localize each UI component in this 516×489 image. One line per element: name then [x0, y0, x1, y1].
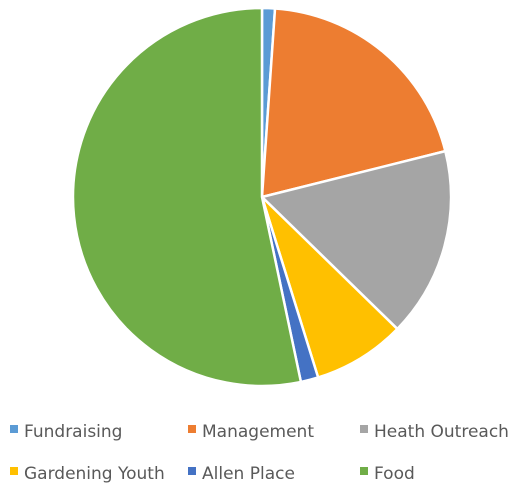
- legend-label-gardening-youth: Gardening Youth: [24, 464, 165, 484]
- legend-swatch-food: [360, 467, 368, 475]
- pie-slice-management: [260, 7, 447, 199]
- legend-swatch-management: [188, 425, 196, 433]
- pie-slice-gardening-youth: [260, 195, 399, 379]
- legend-item-allen-place: Allen Place: [188, 464, 295, 484]
- legend-item-fundraising: Fundraising: [10, 422, 122, 442]
- legend-item-food: Food: [360, 464, 415, 484]
- legend-swatch-gardening-youth: [10, 467, 18, 475]
- legend-label-management: Management: [202, 422, 314, 442]
- legend-label-food: Food: [374, 464, 415, 484]
- legend-swatch-allen-place: [188, 467, 196, 475]
- legend-item-gardening-youth: Gardening Youth: [10, 464, 165, 484]
- legend-swatch-heath-outreach: [360, 425, 368, 433]
- pie-slice-heath-outreach: [260, 149, 453, 331]
- legend-item-heath-outreach: Heath Outreach: [360, 422, 509, 442]
- pie-slice-food: [71, 6, 303, 388]
- legend-item-management: Management: [188, 422, 314, 442]
- pie-slices: [71, 6, 453, 388]
- legend-label-heath-outreach: Heath Outreach: [374, 422, 509, 442]
- legend-label-fundraising: Fundraising: [24, 422, 122, 442]
- legend-swatch-fundraising: [10, 425, 18, 433]
- legend: Fundraising Management Heath Outreach Garde…: [10, 422, 509, 484]
- legend-label-allen-place: Allen Place: [202, 464, 295, 484]
